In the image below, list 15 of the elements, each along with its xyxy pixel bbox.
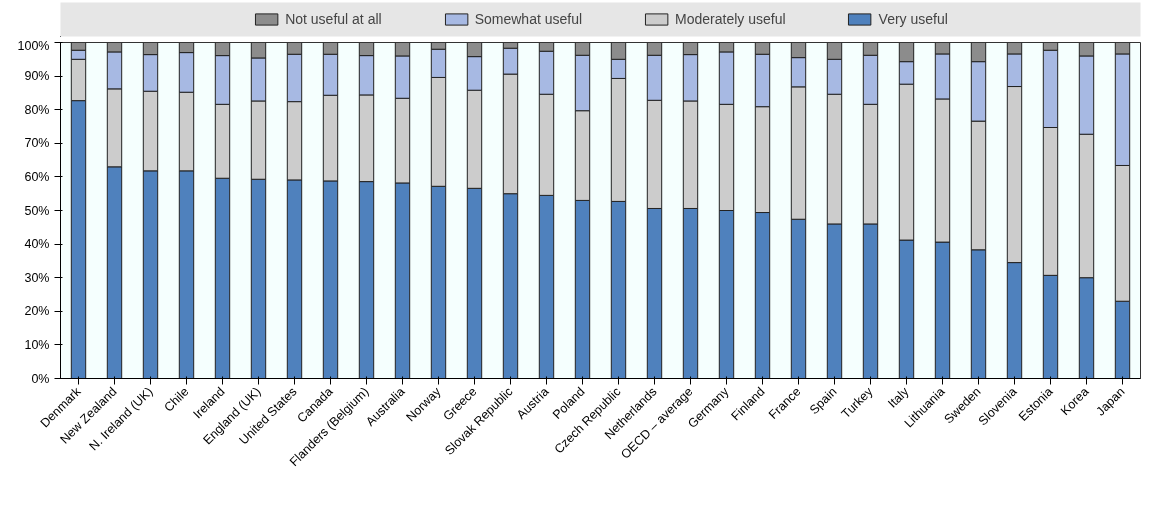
y-tick-label: 90% [24,69,50,84]
legend-label: Very useful [878,11,948,27]
y-tick-label: 40% [24,237,50,252]
y-tick-label: 60% [24,169,50,184]
y-tick-label: 10% [24,337,50,352]
y-tick-label: 80% [24,102,50,117]
legend-label: Not useful at all [285,11,382,27]
y-tick-label: 20% [24,304,50,319]
y-tick-label: 30% [24,270,50,285]
legend-label: Moderately useful [675,11,786,27]
y-tick-label: 0% [31,371,50,386]
y-tick-label: 70% [24,136,50,151]
y-tick-label: 50% [24,203,50,218]
legend-label: Somewhat useful [474,11,583,27]
y-tick-label: 100% [17,38,50,53]
